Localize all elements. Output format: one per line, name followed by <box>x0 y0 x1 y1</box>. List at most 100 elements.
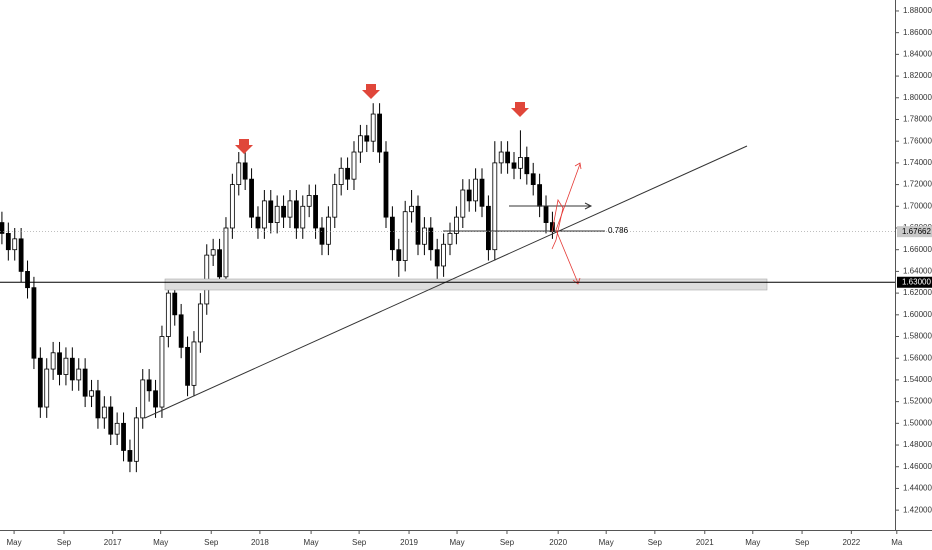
candle-body <box>486 205 491 251</box>
x-tick-label: May <box>153 538 168 547</box>
candle-body <box>434 249 440 267</box>
price-label-box <box>897 276 932 288</box>
candle-body <box>293 200 299 229</box>
projection-down <box>555 229 581 285</box>
candle-body <box>332 184 338 218</box>
candle-body <box>165 292 171 337</box>
candle-body <box>63 357 69 375</box>
y-tick-label: 1.80000 <box>903 93 932 102</box>
candle-body <box>287 200 293 218</box>
candle-body <box>338 167 344 185</box>
y-tick-label: 1.82000 <box>903 71 932 80</box>
candle-body <box>172 292 178 316</box>
candle-body <box>473 178 479 202</box>
y-tick-label: 1.42000 <box>903 505 932 514</box>
candle-body <box>492 162 498 251</box>
projection-zigzag <box>551 198 564 250</box>
candle-body <box>351 151 357 180</box>
candle-body <box>306 195 312 207</box>
x-tick-label: Sep <box>795 538 810 547</box>
candle-body <box>236 162 242 185</box>
candle-body <box>518 157 523 169</box>
x-tick-label: Sep <box>204 538 219 547</box>
x-tick-label: Sep <box>500 538 515 547</box>
candle-body <box>543 205 549 223</box>
candle-body <box>178 314 184 348</box>
x-tick-label: 2017 <box>104 538 122 547</box>
x-tick-label: Ma <box>891 538 903 547</box>
candle-body <box>511 162 517 169</box>
projection-up <box>555 162 582 231</box>
y-tick-label: 1.86000 <box>903 28 932 37</box>
fib-label: 0.786 <box>608 226 629 235</box>
candle-body <box>146 379 152 392</box>
peak-marker <box>362 84 380 99</box>
support-zone <box>164 278 768 291</box>
candle-body <box>274 205 280 223</box>
candle-body <box>76 368 82 381</box>
y-tick-label: 1.48000 <box>903 440 932 449</box>
y-tick-label: 1.44000 <box>903 484 932 493</box>
candle-body <box>31 287 37 359</box>
peak-marker <box>511 102 529 117</box>
candle-body <box>50 352 56 370</box>
candle-body <box>370 113 376 142</box>
y-tick-label: 1.74000 <box>903 158 932 167</box>
candle-body <box>268 200 274 223</box>
candle-body <box>300 205 306 229</box>
candle-body <box>229 184 235 229</box>
candle-body <box>357 135 363 153</box>
candle-body <box>479 178 485 207</box>
x-tick-label: May <box>7 538 22 547</box>
y-tick-label: 1.76000 <box>903 136 932 145</box>
candle-body <box>82 368 88 397</box>
price-label: 1.67662 <box>902 227 931 236</box>
candle-body <box>325 216 331 245</box>
candle-body <box>421 227 427 245</box>
candle-body <box>389 216 395 251</box>
y-tick-label: 1.84000 <box>903 49 932 58</box>
y-tick-label: 1.62000 <box>903 288 932 297</box>
candle-body <box>217 249 222 278</box>
candle-body <box>428 227 434 251</box>
candle-body <box>249 178 254 218</box>
candle-body <box>313 195 318 229</box>
candle-body <box>12 238 18 251</box>
y-tick-label: 1.52000 <box>903 397 932 406</box>
candle-body <box>441 243 446 267</box>
y-tick-label: 1.58000 <box>903 332 932 341</box>
candle-body <box>69 357 75 381</box>
candle-body <box>460 189 466 218</box>
candle-body <box>159 336 165 408</box>
candle-body <box>223 227 229 278</box>
candle-body <box>133 417 139 462</box>
candle-body <box>44 368 50 408</box>
y-tick-label: 1.88000 <box>903 6 932 15</box>
y-tick-label: 1.54000 <box>903 375 932 384</box>
candle-body <box>25 271 30 289</box>
x-tick-label: May <box>745 538 760 547</box>
x-tick-label: 2018 <box>251 538 269 547</box>
candle-body <box>210 249 216 256</box>
candle-body <box>108 406 114 435</box>
candle-body <box>95 390 101 419</box>
y-tick-label: 1.72000 <box>903 180 932 189</box>
x-tick-label: 2019 <box>400 538 418 547</box>
candle-body <box>127 450 133 462</box>
y-tick-label: 1.50000 <box>903 418 932 427</box>
candle-body <box>402 211 408 261</box>
x-tick-label: 2022 <box>842 538 860 547</box>
x-tick-label: Sep <box>352 538 367 547</box>
x-tick-label: 2021 <box>696 538 714 547</box>
x-tick-label: 2020 <box>549 538 567 547</box>
candle-body <box>101 406 107 419</box>
y-tick-label: 1.66000 <box>903 245 932 254</box>
candle-body <box>281 205 286 218</box>
candle-body <box>498 151 504 164</box>
y-tick-label: 1.56000 <box>903 353 932 362</box>
y-tick-label: 1.46000 <box>903 462 932 471</box>
candle-body <box>537 184 543 207</box>
candle-body <box>255 216 261 229</box>
